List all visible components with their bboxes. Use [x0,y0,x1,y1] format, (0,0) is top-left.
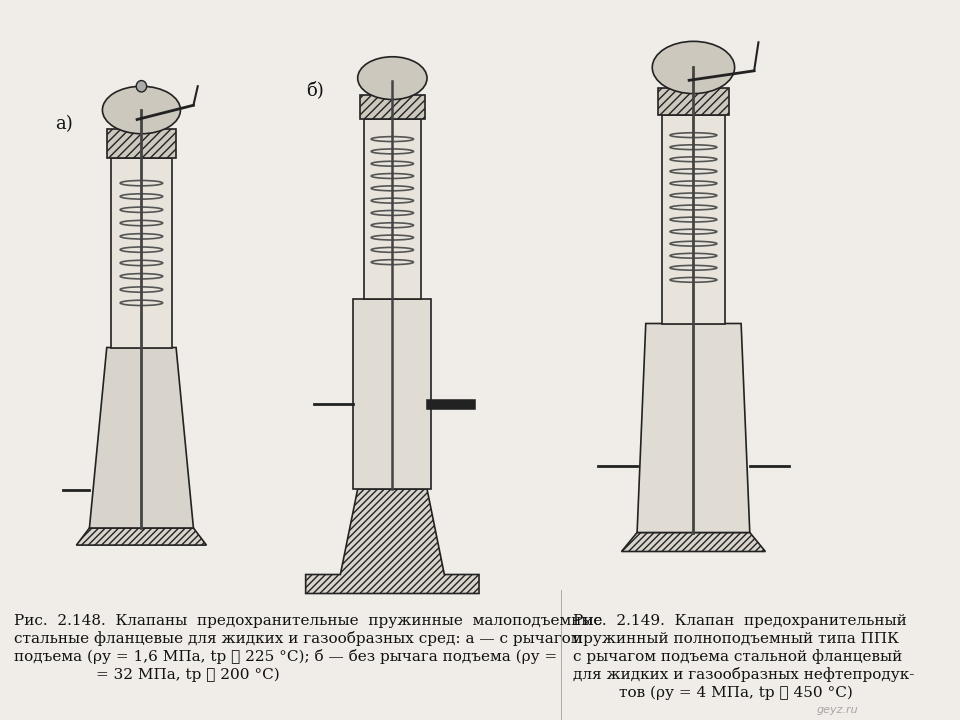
Bar [107,129,176,158]
Ellipse shape [652,41,734,94]
Circle shape [136,81,147,92]
Polygon shape [637,323,750,533]
Text: Рис.  2.149.  Клапан  предохранительный: Рис. 2.149. Клапан предохранительный [573,614,907,628]
Text: тов (ρу = 4 МПа, tр ⩽ 450 °С): тов (ρу = 4 МПа, tр ⩽ 450 °С) [618,685,852,700]
Bar [111,158,172,348]
Bar [353,299,431,489]
Bar [364,119,420,299]
Text: подъема (ρу = 1,6 МПа, tр ⩽ 225 °С); б — без рычага подъема (ρу =: подъема (ρу = 1,6 МПа, tр ⩽ 225 °С); б —… [13,649,557,664]
Text: пружинный полноподъемный типа ППК: пружинный полноподъемный типа ППК [573,632,899,646]
Text: с рычагом подъема стальной фланцевый: с рычагом подъема стальной фланцевый [573,649,902,664]
Ellipse shape [103,86,180,134]
Polygon shape [77,528,206,545]
Text: для жидких и газообразных нефтепродук-: для жидких и газообразных нефтепродук- [573,667,914,682]
Text: б): б) [305,81,324,99]
Bar [662,114,725,323]
Text: Рис.  2.148.  Клапаны  предохранительные  пружинные  малоподъемные: Рис. 2.148. Клапаны предохранительные пр… [13,614,602,628]
Polygon shape [305,489,479,593]
Bar [658,88,729,114]
Text: geyz.ru: geyz.ru [817,705,858,715]
Text: = 32 МПа, tр ⩽ 200 °С): = 32 МПа, tр ⩽ 200 °С) [96,667,279,682]
Polygon shape [621,533,765,552]
Text: стальные фланцевые для жидких и газообразных сред: а — с рычагом: стальные фланцевые для жидких и газообра… [13,631,582,646]
Polygon shape [89,348,193,528]
Text: а): а) [55,115,73,133]
Ellipse shape [358,57,427,99]
Bar [360,95,425,119]
